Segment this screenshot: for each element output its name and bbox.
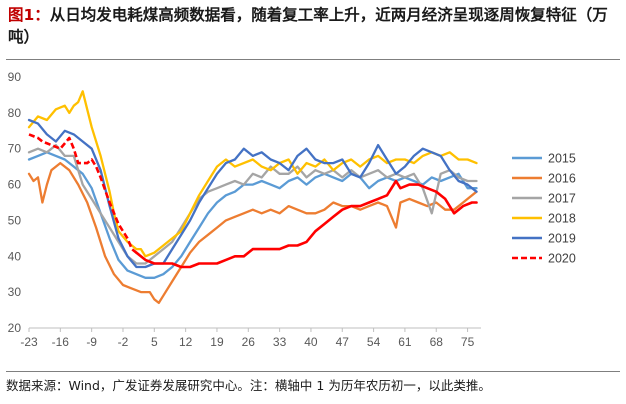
y-tick-label: 50 — [8, 213, 22, 227]
series-line-2018 — [27, 90, 478, 258]
legend-label-2019: 2019 — [548, 232, 576, 246]
chart-title: 图1：从日均发电耗煤高频数据看，随着复工率上升，近两月经济呈现逐周恢复特征（万吨… — [8, 4, 620, 48]
x-tick-label: -16 — [52, 335, 70, 349]
legend: 2015 2016 2017 2018 2019 2020 — [512, 152, 576, 266]
y-tick-label: 70 — [8, 142, 22, 156]
y-tick-label: 80 — [8, 106, 22, 120]
x-tick-label: 12 — [179, 335, 193, 349]
series-line-2020 — [28, 133, 138, 254]
x-tick-label: -9 — [86, 335, 97, 349]
y-tick-label: 40 — [8, 249, 22, 263]
legend-label-2017: 2017 — [548, 192, 576, 206]
source-note: 数据来源：Wind，广发证券发展研究中心。注：横轴中 1 为历年农历初一，以此类… — [6, 378, 491, 393]
x-axis: -23 -16 -9 -2 5 12 19 26 33 40 47 54 61 68 75 — [20, 327, 481, 349]
series-line-2019 — [27, 118, 478, 269]
x-tick-label: 33 — [273, 335, 287, 349]
y-tick-label: 20 — [8, 321, 22, 335]
x-tick-label: 75 — [461, 335, 475, 349]
title-divider — [6, 59, 620, 60]
x-tick-label: 26 — [242, 335, 256, 349]
series-line-2020-solid — [135, 179, 478, 269]
source-divider — [6, 371, 620, 372]
line-chart: 20 30 40 50 60 70 80 90 -23 -16 -9 -2 5 12 19 26 33 40 47… — [8, 70, 576, 349]
y-tick-label: 90 — [8, 70, 22, 84]
figure-number: 图1： — [8, 6, 50, 24]
legend-label-2016: 2016 — [548, 172, 576, 186]
y-axis: 20 30 40 50 60 70 80 90 — [8, 70, 22, 335]
legend-label-2015: 2015 — [548, 152, 576, 166]
series-line-2016 — [27, 161, 478, 305]
y-tick-label: 60 — [8, 178, 22, 192]
x-tick-label: 61 — [398, 335, 412, 349]
x-tick-label: 68 — [430, 335, 444, 349]
title-text: 从日均发电耗煤高频数据看，随着复工率上升，近两月经济呈现逐周恢复特征（万吨） — [8, 6, 608, 46]
x-tick-label: 54 — [367, 335, 381, 349]
series-line-2015 — [27, 151, 478, 279]
legend-label-2020: 2020 — [548, 252, 576, 266]
series-line-2017 — [27, 143, 478, 265]
x-tick-label: -2 — [118, 335, 129, 349]
x-tick-label: 47 — [336, 335, 350, 349]
y-tick-label: 30 — [8, 285, 22, 299]
x-tick-label: 19 — [210, 335, 224, 349]
legend-label-2018: 2018 — [548, 212, 576, 226]
x-tick-label: 40 — [304, 335, 318, 349]
plot-area — [27, 90, 478, 305]
x-tick-label: 5 — [151, 335, 158, 349]
x-tick-label: -23 — [20, 335, 38, 349]
